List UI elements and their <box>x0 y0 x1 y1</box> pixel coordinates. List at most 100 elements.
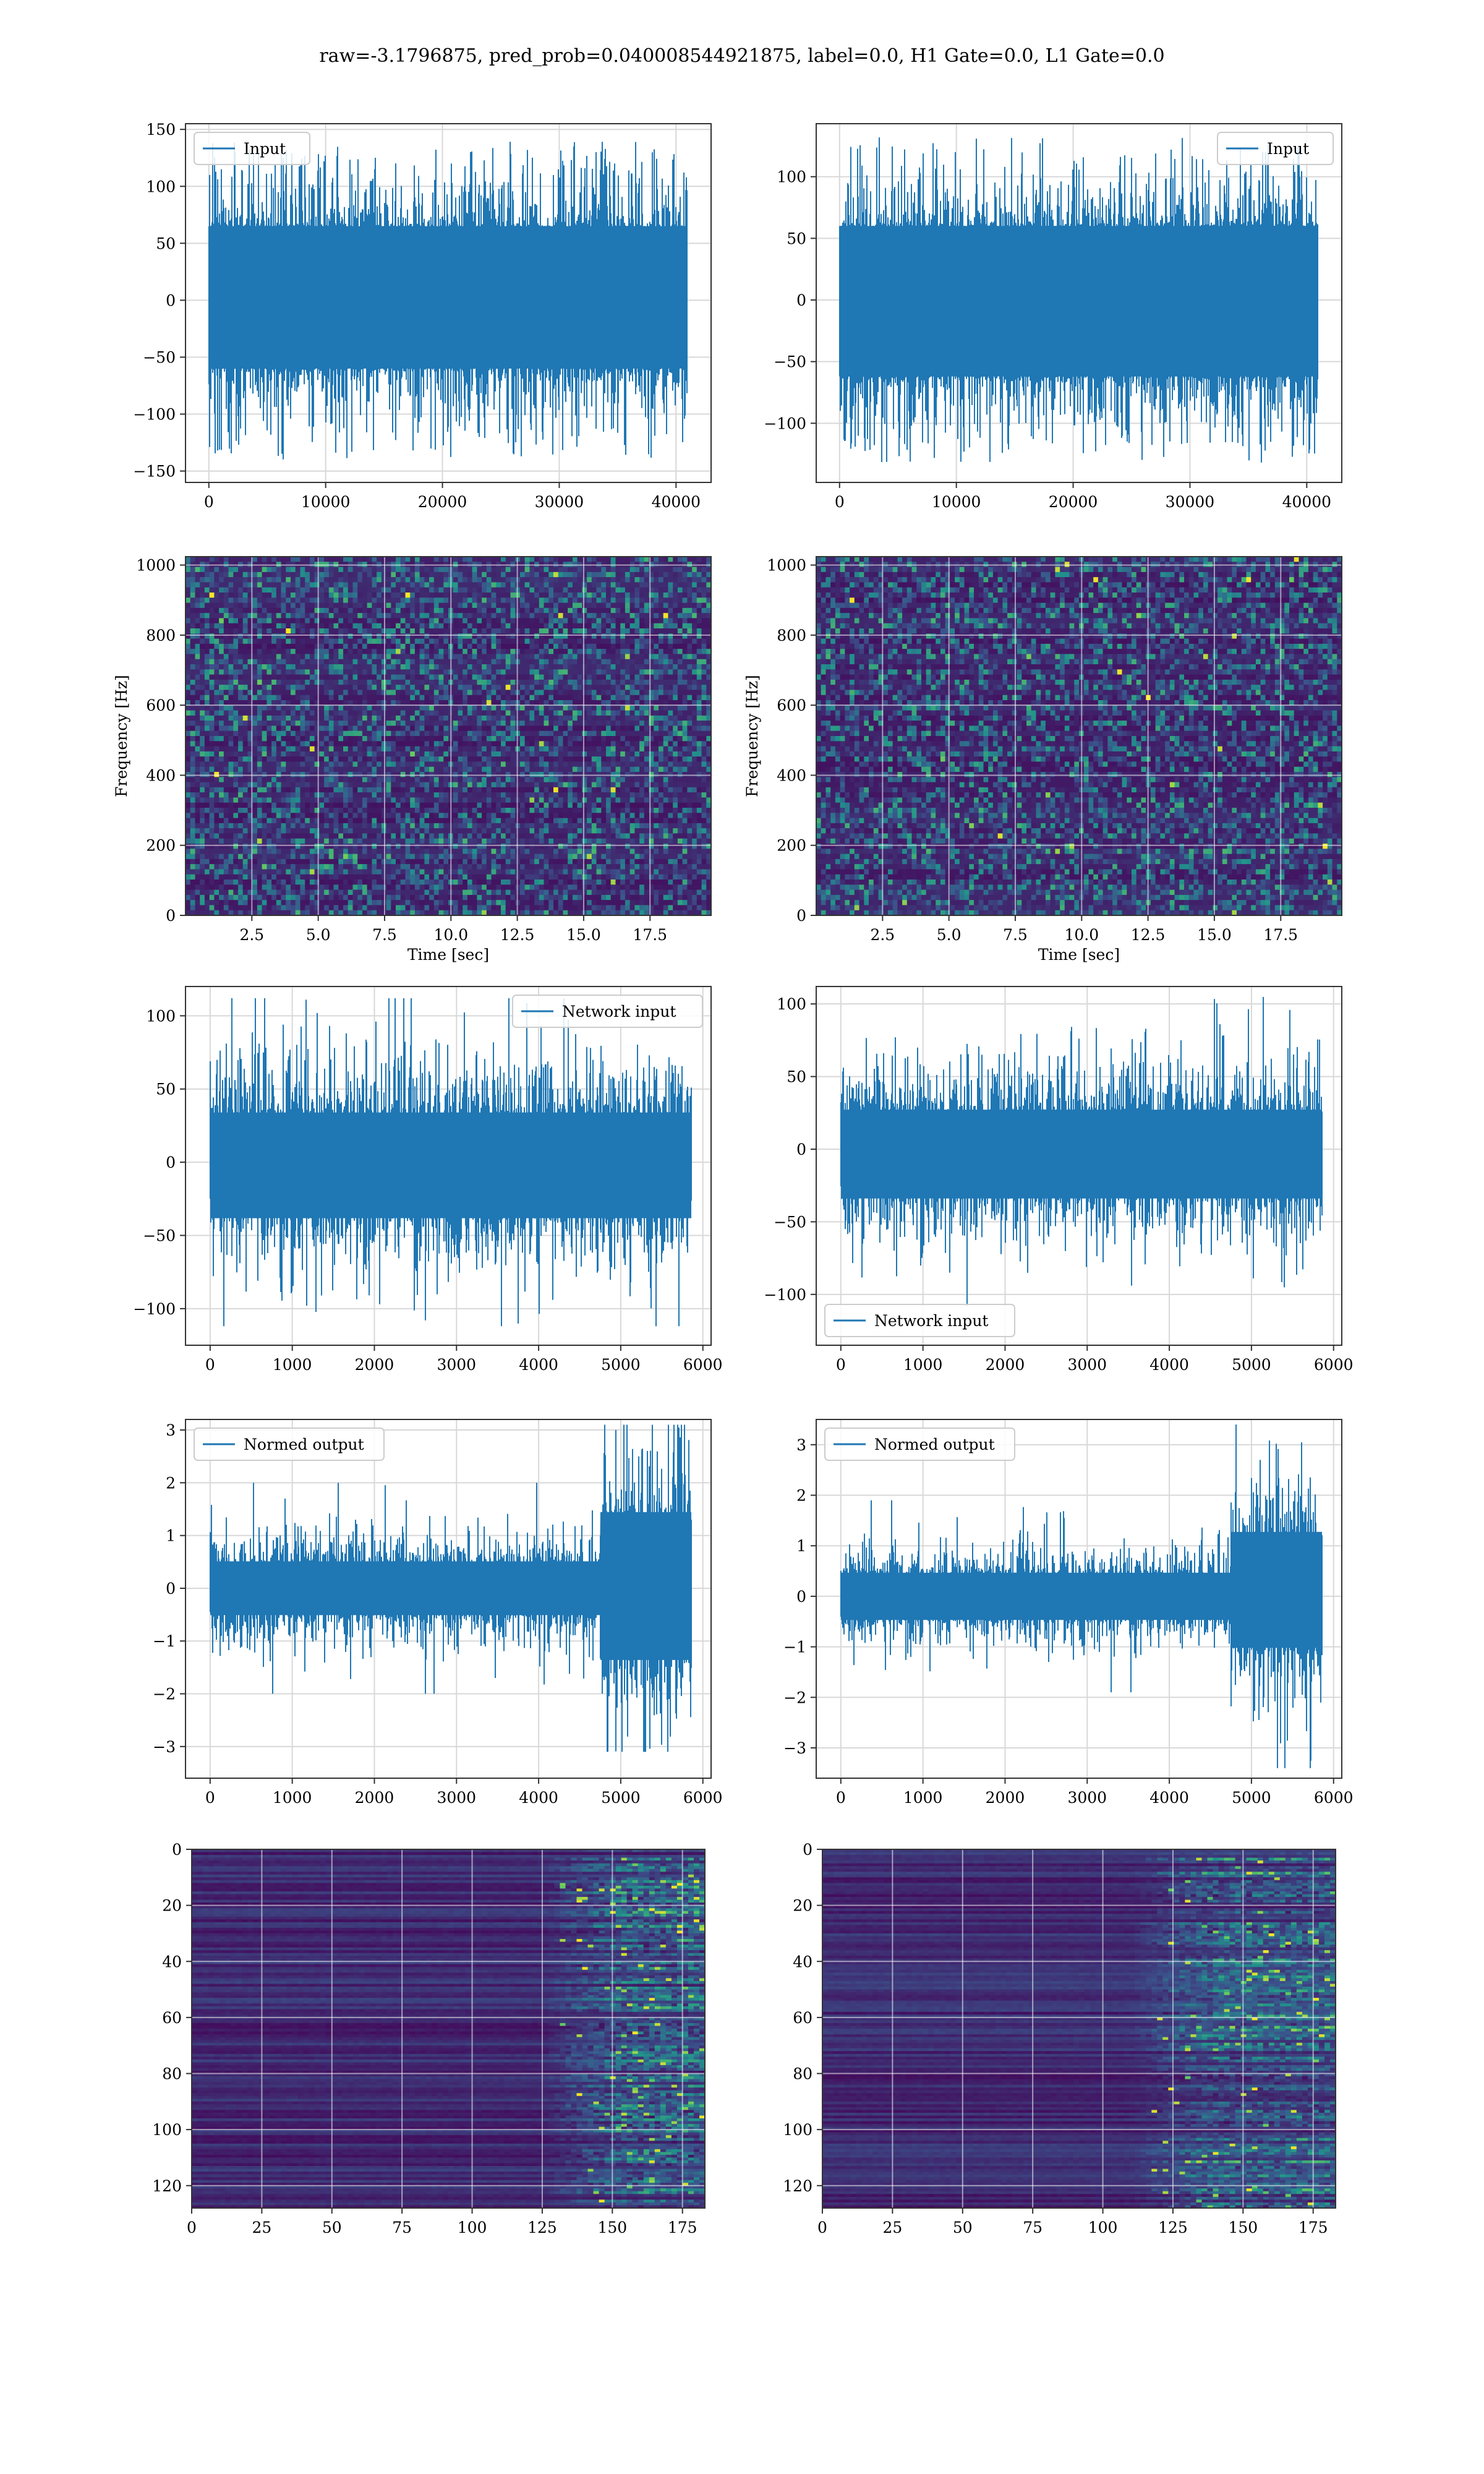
heatmap-cell <box>505 638 511 644</box>
heatmap-cell <box>438 654 444 660</box>
heatmap-cell <box>252 685 258 690</box>
heatmap-cell <box>291 638 296 644</box>
heatmap-cell <box>300 721 305 726</box>
heatmap-cell <box>496 685 501 690</box>
heatmap-cell <box>539 736 545 742</box>
heatmap-cell <box>501 674 506 680</box>
heatmap-cell <box>682 751 688 757</box>
heatmap-cell <box>305 756 310 762</box>
heatmap-cell <box>453 761 458 768</box>
heatmap-cell <box>352 736 358 742</box>
heatmap-cell <box>324 730 330 737</box>
heatmap-cell <box>372 602 377 609</box>
heatmap-cell <box>463 715 468 721</box>
heatmap-cell <box>195 730 200 737</box>
heatmap-cell <box>534 705 540 711</box>
y-tick-label: −150 <box>133 463 176 481</box>
heatmap-cell <box>195 690 200 696</box>
heatmap-cell <box>701 571 707 578</box>
heatmap-cell <box>419 751 425 757</box>
heatmap-cell <box>247 746 253 752</box>
heatmap-cell <box>539 674 545 680</box>
heatmap-cell <box>400 705 406 711</box>
heatmap-cell <box>186 664 191 670</box>
heatmap-cell <box>372 607 377 614</box>
heatmap-cell <box>534 628 540 634</box>
heatmap-cell <box>276 593 282 598</box>
heatmap-cell <box>472 685 477 690</box>
heatmap-cell <box>634 777 640 783</box>
heatmap-cell <box>381 649 387 654</box>
heatmap-cell <box>668 654 673 660</box>
heatmap-cell <box>291 726 296 732</box>
heatmap-cell <box>386 607 391 614</box>
heatmap-cell <box>649 593 654 598</box>
heatmap-cell <box>524 587 530 593</box>
heatmap-cell <box>400 597 406 604</box>
heatmap-cell <box>238 643 244 649</box>
heatmap-cell <box>286 761 291 768</box>
heatmap-cell <box>262 705 267 711</box>
heatmap-cell <box>314 577 320 583</box>
heatmap-cell <box>687 685 693 690</box>
heatmap-cell <box>706 577 711 583</box>
heatmap-cell <box>654 710 659 716</box>
heatmap-cell <box>601 726 607 732</box>
heatmap-cell <box>629 710 635 716</box>
heatmap-cell <box>305 674 310 680</box>
heatmap-cell <box>242 623 248 629</box>
heatmap-cell <box>242 654 248 660</box>
heatmap-cell <box>482 721 487 726</box>
heatmap-cell <box>453 766 458 773</box>
heatmap-cell <box>410 607 416 614</box>
heatmap-cell <box>539 633 545 640</box>
heatmap-cell <box>238 700 244 706</box>
heatmap-cell <box>271 756 277 762</box>
legend-box <box>194 132 310 165</box>
heatmap-cell <box>673 607 678 614</box>
heatmap-cell <box>338 751 344 757</box>
heatmap-cell <box>577 628 582 634</box>
heatmap-cell <box>291 685 296 690</box>
heatmap-cell <box>343 613 349 618</box>
heatmap-cell <box>386 736 391 742</box>
heatmap-cell <box>419 587 425 593</box>
heatmap-cell <box>659 577 664 583</box>
heatmap-cell <box>348 602 353 609</box>
heatmap-cell <box>367 633 372 640</box>
heatmap-cell <box>186 746 191 752</box>
heatmap-cell <box>596 746 602 752</box>
heatmap-cell <box>548 602 554 609</box>
heatmap-cell <box>486 571 492 578</box>
heatmap-cell <box>252 659 258 665</box>
heatmap-cell <box>615 746 621 752</box>
heatmap-cell <box>673 741 678 747</box>
heatmap-cell <box>692 726 697 732</box>
heatmap-cell <box>443 736 449 742</box>
heatmap-cell <box>668 587 673 593</box>
heatmap-cell <box>639 685 645 690</box>
heatmap-cell <box>558 613 563 618</box>
heatmap-cell <box>414 571 420 578</box>
heatmap-cell <box>548 756 554 762</box>
heatmap-cell <box>663 766 668 773</box>
heatmap-cell <box>682 756 688 762</box>
heatmap-cell <box>381 557 387 562</box>
heatmap-cell <box>587 710 592 716</box>
heatmap-cell <box>348 726 353 732</box>
heatmap-cell <box>453 633 458 640</box>
heatmap-cell <box>295 628 301 634</box>
heatmap-cell <box>529 593 535 598</box>
heatmap-cell <box>438 766 444 773</box>
heatmap-cell <box>372 597 377 604</box>
heatmap-cell <box>195 685 200 690</box>
heatmap-cell <box>233 751 239 757</box>
heatmap-cell <box>673 674 678 680</box>
heatmap-cell <box>367 751 372 757</box>
heatmap-cell <box>377 766 382 773</box>
heatmap-cell <box>252 721 258 726</box>
heatmap-cell <box>257 628 263 634</box>
heatmap-cell <box>606 567 612 573</box>
heatmap-cell <box>214 593 220 598</box>
heatmap-cell <box>324 557 330 562</box>
